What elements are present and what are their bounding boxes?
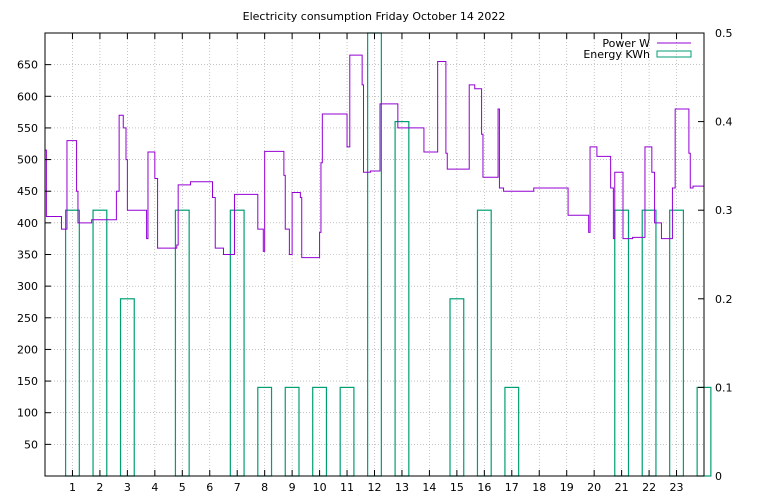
x-tick-label: 8: [261, 481, 268, 494]
x-tick-label: 22: [642, 481, 656, 494]
x-tick-label: 15: [450, 481, 464, 494]
y-right-tick-label: 0.3: [715, 204, 733, 217]
y-right-tick-label: 0.5: [715, 27, 733, 40]
y-left-tick-label: 350: [17, 249, 38, 262]
legend: Power W Energy KWh: [583, 37, 692, 61]
y-left-tick-labels: 50 100 150 200 250 300 350 400 450 500 550 600 650: [17, 59, 38, 452]
x-tick-label: 6: [206, 481, 213, 494]
y-left-tick-label: 550: [17, 122, 38, 135]
y-left-tick-label: 150: [17, 375, 38, 388]
y-left-tick-label: 600: [17, 90, 38, 103]
power-line: [45, 54, 704, 259]
energy-bar: [476, 209, 492, 477]
x-tick-label: 21: [615, 481, 629, 494]
energy-bar: [64, 209, 80, 477]
y-left-tick-label: 450: [17, 185, 38, 198]
power-series: [45, 54, 704, 259]
tick-layer: [45, 32, 704, 477]
legend-swatch-energy: [656, 50, 692, 58]
x-tick-label: 12: [368, 481, 382, 494]
y-left-tick-label: 300: [17, 280, 38, 293]
y-right-tick-label: 0: [715, 470, 722, 483]
energy-bar: [92, 209, 108, 477]
y-left-tick-label: 100: [17, 407, 38, 420]
energy-bar: [669, 209, 685, 477]
y-left-tick-label: 650: [17, 59, 38, 72]
x-tick-label: 20: [587, 481, 601, 494]
energy-bar: [641, 209, 657, 477]
x-tick-label: 5: [179, 481, 186, 494]
x-tick-label: 23: [670, 481, 684, 494]
x-tick-label: 18: [532, 481, 546, 494]
y-right-tick-label: 0.4: [715, 116, 733, 129]
x-tick-label: 2: [96, 481, 103, 494]
x-tick-label: 10: [313, 481, 327, 494]
energy-bar: [229, 209, 245, 477]
y-left-tick-label: 50: [24, 438, 38, 451]
x-tick-label: 9: [289, 481, 296, 494]
x-tick-label: 13: [395, 481, 409, 494]
x-tick-label: 17: [505, 481, 519, 494]
energy-bar: [614, 209, 630, 477]
x-tick-label: 11: [340, 481, 354, 494]
chart-title: Electricity consumption Friday October 1…: [243, 10, 506, 23]
x-tick-labels: 1 2 3 4 5 6 7 8 9 10 11 12 13 14 15 16 17 18 19 20 21 22 23: [69, 481, 684, 494]
legend-label-energy: Energy KWh: [583, 48, 650, 61]
x-tick-label: 4: [151, 481, 158, 494]
y-right-tick-label: 0.2: [715, 293, 733, 306]
x-tick-label: 7: [234, 481, 241, 494]
x-tick-label: 19: [560, 481, 574, 494]
x-tick-label: 1: [69, 481, 76, 494]
y-right-tick-label: 0.1: [715, 381, 733, 394]
energy-series: [64, 32, 712, 477]
y-left-tick-label: 400: [17, 217, 38, 230]
grid-layer: [45, 33, 704, 476]
energy-bar: [174, 209, 190, 477]
x-tick-label: 16: [477, 481, 491, 494]
y-left-tick-label: 200: [17, 343, 38, 356]
y-left-tick-label: 250: [17, 312, 38, 325]
y-right-tick-labels: 0 0.1 0.2 0.3 0.4 0.5: [715, 27, 733, 483]
x-tick-label: 14: [422, 481, 436, 494]
y-left-tick-label: 500: [17, 154, 38, 167]
x-tick-label: 3: [124, 481, 131, 494]
legend-label-power: Power W: [602, 37, 650, 50]
